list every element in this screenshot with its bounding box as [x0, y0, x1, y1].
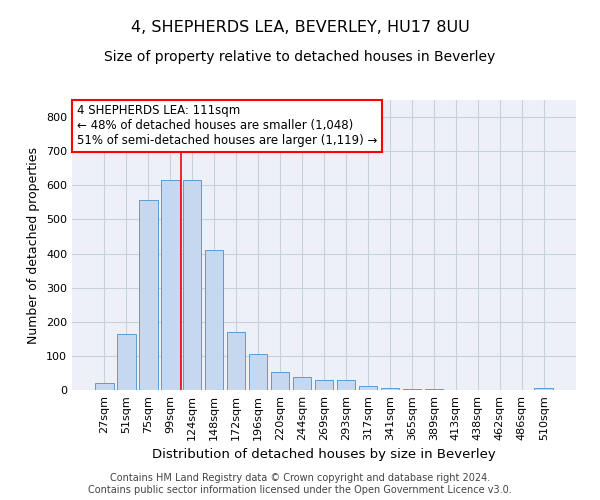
Bar	[205, 250, 223, 390]
Y-axis label: Number of detached properties: Number of detached properties	[28, 146, 40, 344]
Bar	[161, 180, 179, 390]
Bar	[293, 377, 311, 390]
Text: Size of property relative to detached houses in Beverley: Size of property relative to detached ho…	[104, 50, 496, 64]
Bar	[271, 372, 289, 390]
Text: 4 SHEPHERDS LEA: 111sqm
← 48% of detached houses are smaller (1,048)
51% of semi: 4 SHEPHERDS LEA: 111sqm ← 48% of detache…	[77, 104, 377, 148]
Bar	[337, 380, 355, 390]
Bar	[183, 180, 202, 390]
Text: 4, SHEPHERDS LEA, BEVERLEY, HU17 8UU: 4, SHEPHERDS LEA, BEVERLEY, HU17 8UU	[131, 20, 469, 35]
Bar	[403, 389, 421, 390]
Bar	[314, 380, 334, 390]
X-axis label: Distribution of detached houses by size in Beverley: Distribution of detached houses by size …	[152, 448, 496, 462]
Bar	[359, 386, 377, 390]
Bar	[117, 334, 136, 390]
Bar	[380, 388, 399, 390]
Bar	[535, 388, 553, 390]
Bar	[249, 354, 268, 390]
Bar	[95, 383, 113, 390]
Bar	[425, 389, 443, 390]
Bar	[227, 332, 245, 390]
Text: Contains HM Land Registry data © Crown copyright and database right 2024.
Contai: Contains HM Land Registry data © Crown c…	[88, 474, 512, 495]
Bar	[139, 200, 158, 390]
